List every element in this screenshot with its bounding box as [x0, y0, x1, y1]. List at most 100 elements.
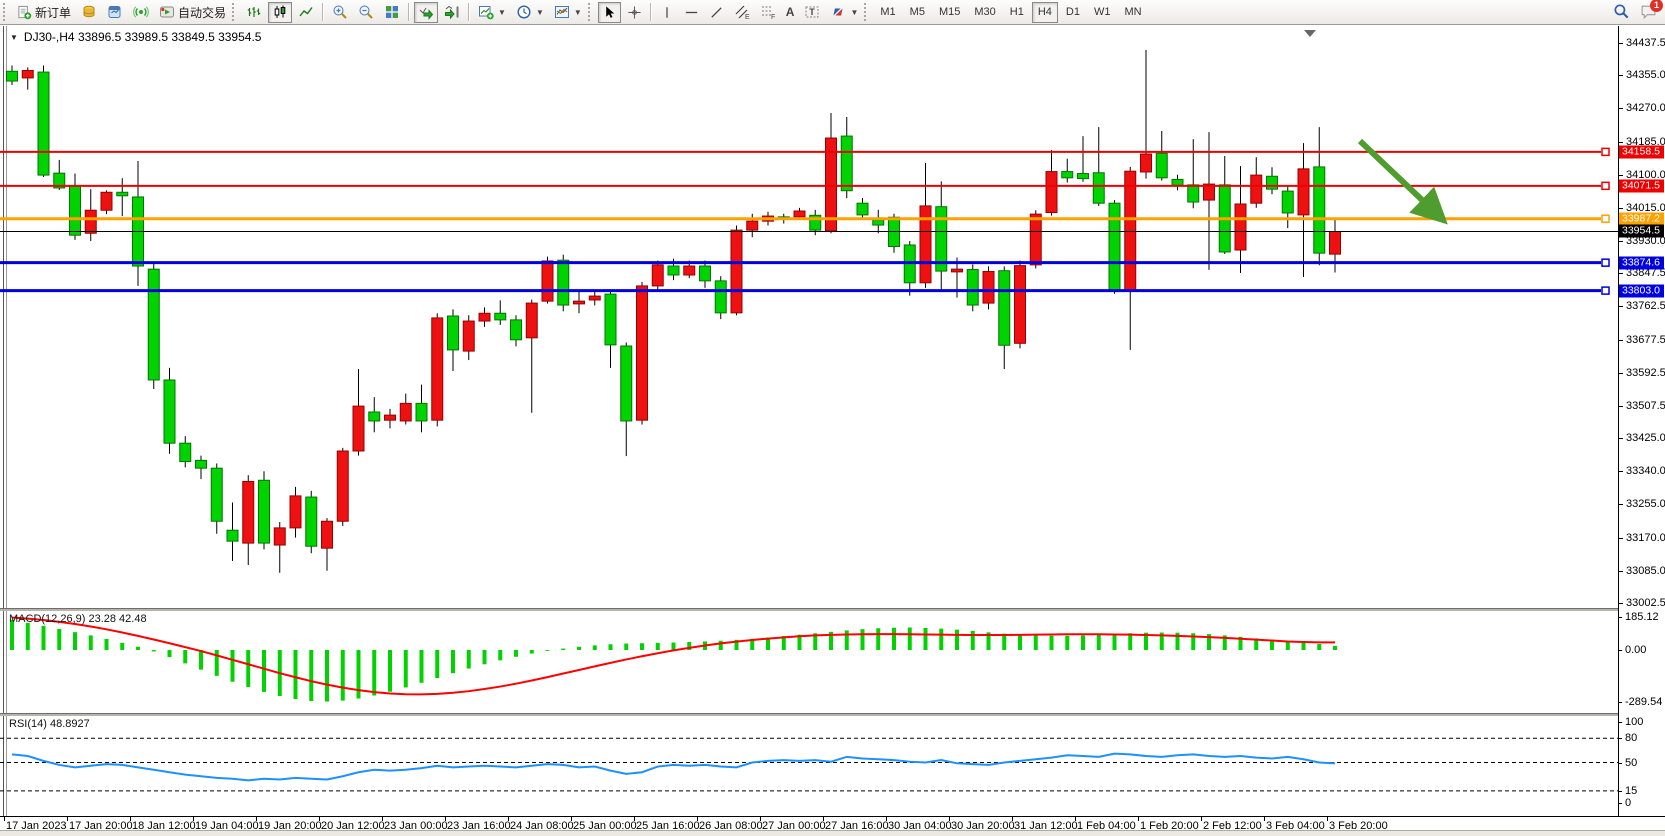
search-button[interactable] — [1609, 1, 1634, 22]
autotrading-label: 自动交易 — [178, 5, 227, 20]
crosshair-tool-button[interactable] — [623, 2, 646, 23]
price-axis-tick-label: 33340.0 — [1626, 465, 1665, 478]
candle-body — [147, 268, 160, 381]
time-axis-label: 23 Jan 16:00 — [447, 820, 511, 832]
candlestick-chart-button[interactable] — [268, 1, 293, 23]
horizontal-line-tool-button[interactable] — [680, 2, 703, 23]
price-axis-tick — [1619, 43, 1623, 44]
rsi-axis-tick — [1618, 790, 1622, 792]
toolbar-separator — [649, 3, 652, 21]
panel-splitter[interactable] — [0, 608, 1665, 611]
panel-splitter[interactable] — [0, 713, 1665, 716]
time-axis-label: 23 Jan 00:00 — [384, 820, 448, 832]
chart-window[interactable]: ▼ DJ30-,H4 33896.5 33989.5 33849.5 33954… — [0, 26, 1665, 833]
new-chart-icon — [479, 6, 494, 20]
market-window-button[interactable] — [103, 2, 127, 23]
time-axis-tick — [256, 817, 257, 821]
cursor-tool-button[interactable] — [597, 1, 621, 23]
symbol-dropdown-icon[interactable]: ▼ — [10, 32, 18, 42]
timeframe-button-mn[interactable]: MN — [1118, 2, 1147, 23]
equidistant-channel-tool-button[interactable]: E — [730, 2, 754, 23]
new-chart-button[interactable]: ▼ — [474, 2, 510, 23]
candle-body — [982, 270, 995, 304]
line-chart-button[interactable] — [294, 2, 318, 23]
candle-body — [840, 135, 853, 192]
time-axis-tick — [193, 817, 194, 821]
time-axis-tick — [886, 817, 887, 821]
candle-body — [210, 467, 223, 522]
candle-body — [415, 402, 428, 422]
new-order-button[interactable]: 新订单 — [13, 2, 75, 23]
chart-shift-icon — [445, 5, 459, 20]
time-axis-label: 2 Feb 12:00 — [1203, 820, 1262, 832]
chart-shift-button[interactable] — [440, 2, 464, 23]
timeframe-button-m5[interactable]: M5 — [904, 2, 931, 23]
autotrading-button[interactable]: 自动交易 — [155, 2, 230, 23]
svg-text:T: T — [810, 7, 816, 17]
time-axis-tick — [1012, 817, 1013, 821]
macd-indicator-canvas[interactable] — [0, 611, 1618, 713]
signal-icon — [133, 6, 149, 18]
equidistant-channel-icon: E — [735, 5, 750, 20]
toolbar-grip — [232, 3, 238, 21]
periods-button[interactable]: ▼ — [512, 2, 548, 23]
candle-body — [69, 185, 81, 236]
tile-windows-button[interactable] — [380, 2, 404, 23]
toolbar-right-group: 1 — [1608, 0, 1663, 22]
signal-button[interactable] — [129, 2, 153, 23]
timeframe-button-m1[interactable]: M1 — [874, 2, 901, 23]
timeframe-button-h1[interactable]: H1 — [1004, 2, 1030, 23]
horizontal-line-icon — [685, 11, 697, 13]
toolbar: 新订单 自动交易 — [0, 0, 1665, 25]
timeframe-button-h4[interactable]: H4 — [1031, 1, 1058, 23]
rsi-indicator-canvas[interactable] — [0, 716, 1618, 816]
time-axis-tick — [823, 817, 824, 821]
vertical-line-tool-button[interactable] — [656, 2, 678, 23]
candle-body — [573, 300, 585, 305]
zoom-out-button[interactable] — [354, 2, 378, 23]
timeframe-button-w1[interactable]: W1 — [1088, 2, 1117, 23]
timeframe-button-m30[interactable]: M30 — [968, 2, 1001, 23]
macd-axis-tick — [1618, 650, 1622, 651]
bar-chart-icon — [247, 7, 261, 17]
fibonacci-tool-button[interactable]: F — [756, 2, 780, 23]
notifications-button[interactable]: 1 — [1636, 0, 1663, 22]
auto-scroll-button[interactable] — [414, 1, 439, 23]
text-tool-button[interactable]: A — [782, 2, 799, 23]
timeframe-button-m15[interactable]: M15 — [933, 2, 966, 23]
time-axis-tick — [382, 817, 383, 821]
timeframe-button-d1[interactable]: D1 — [1060, 2, 1086, 23]
price-axis-tick-label: 34437.5 — [1626, 37, 1665, 49]
price-axis-tick — [1619, 75, 1623, 77]
time-axis-label: 17 Jan 20:00 — [69, 820, 133, 832]
market-depth-button[interactable] — [77, 2, 101, 23]
time-axis[interactable]: 17 Jan 2023 17 Jan 20:00 18 Jan 12:00 19 Ja… — [0, 816, 1665, 833]
price-axis-tick-label: 34270.0 — [1626, 102, 1665, 115]
candle-body — [368, 411, 381, 422]
price-axis-tick-label: 33085.0 — [1626, 564, 1665, 577]
price-axis-tick — [1619, 537, 1623, 539]
vertical-line-icon — [666, 6, 668, 18]
arrow-tools-button[interactable]: ▼ — [826, 2, 862, 23]
candle-body — [100, 191, 113, 211]
text-label-tool-button[interactable]: T — [800, 2, 824, 23]
search-icon — [1614, 4, 1629, 19]
text-icon: A — [785, 5, 795, 19]
candle-body — [1281, 190, 1294, 214]
templates-button[interactable]: ▼ — [550, 2, 586, 23]
candle-body — [714, 280, 727, 314]
rsi-axis-tick — [1618, 762, 1622, 764]
level-price-tag: 34158.5 — [1619, 145, 1664, 159]
candle-body — [447, 315, 459, 351]
bar-chart-button[interactable] — [242, 2, 266, 23]
candle-body — [651, 264, 664, 287]
zoom-in-button[interactable] — [328, 2, 352, 23]
rsi-axis-label: 0 — [1625, 797, 1632, 809]
notification-badge: 1 — [1650, 0, 1663, 12]
time-axis-tick — [130, 817, 131, 821]
toolbar-grip — [587, 3, 594, 21]
price-axis-tick — [1619, 405, 1623, 407]
rsi-axis-label: 80 — [1625, 732, 1638, 745]
main-chart-canvas[interactable] — [0, 26, 1618, 608]
trendline-tool-button[interactable] — [705, 2, 728, 23]
